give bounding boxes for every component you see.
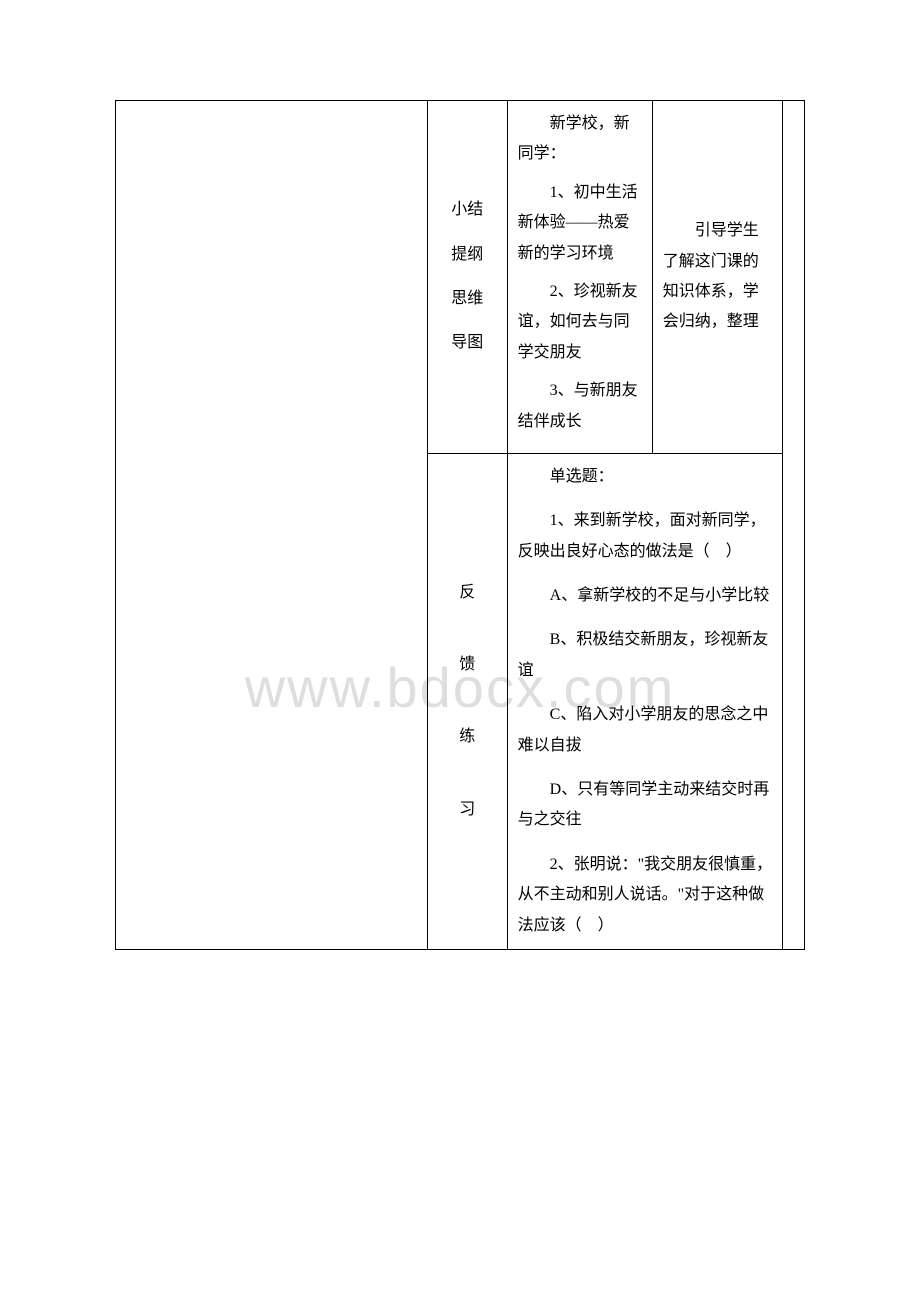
table-row: 小结 提纲 思维 导图 新学校，新同学： 1、初中生活新体验——热爱新的学习环境… — [116, 101, 805, 454]
label-line: 反 — [459, 578, 475, 608]
summary-label-cell: 小结 提纲 思维 导图 — [427, 101, 507, 454]
content-item: 2、珍视新友谊，如何去与同学交朋友 — [518, 277, 642, 368]
practice-label-cell: 反 馈 练 习 — [427, 453, 507, 949]
question-option: D、只有等同学主动来结交时再与之交往 — [518, 775, 773, 836]
content-item: 3、与新朋友结伴成长 — [518, 376, 642, 437]
content-title: 新学校，新同学： — [518, 109, 642, 170]
label-line: 习 — [459, 795, 475, 825]
question-option: C、陷入对小学朋友的思念之中难以自拔 — [518, 700, 773, 761]
label-line: 提纲 — [451, 240, 483, 270]
lesson-plan-table: 小结 提纲 思维 导图 新学校，新同学： 1、初中生活新体验——热爱新的学习环境… — [115, 100, 805, 950]
label-line: 练 — [459, 722, 475, 752]
practice-content-cell: 单选题： 1、来到新学校，面对新同学，反映出良好心态的做法是（ ） A、拿新学校… — [507, 453, 783, 949]
empty-cell-right — [783, 101, 805, 950]
question-option: B、积极结交新朋友，珍视新友谊 — [518, 625, 773, 686]
question-option: A、拿新学校的不足与小学比较 — [518, 581, 773, 611]
label-line: 小结 — [451, 195, 483, 225]
label-line: 导图 — [451, 328, 483, 358]
question-heading: 单选题： — [518, 462, 773, 492]
practice-label: 反 馈 练 习 — [434, 578, 501, 826]
guide-text: 引导学生了解这门课的知识体系，学会归纳，整理 — [663, 216, 773, 338]
question-stem: 1、来到新学校，面对新同学，反映出良好心态的做法是（ ） — [518, 506, 773, 567]
question-stem: 2、张明说："我交朋友很慎重，从不主动和别人说话。"对于这种做法应该（ ） — [518, 850, 773, 941]
label-line: 馈 — [459, 650, 475, 680]
summary-content-cell: 新学校，新同学： 1、初中生活新体验——热爱新的学习环境 2、珍视新友谊，如何去… — [507, 101, 652, 454]
summary-label: 小结 提纲 思维 导图 — [434, 195, 501, 359]
label-line: 思维 — [451, 284, 483, 314]
empty-cell — [116, 101, 428, 950]
guide-cell: 引导学生了解这门课的知识体系，学会归纳，整理 — [652, 101, 783, 454]
content-item: 1、初中生活新体验——热爱新的学习环境 — [518, 178, 642, 269]
